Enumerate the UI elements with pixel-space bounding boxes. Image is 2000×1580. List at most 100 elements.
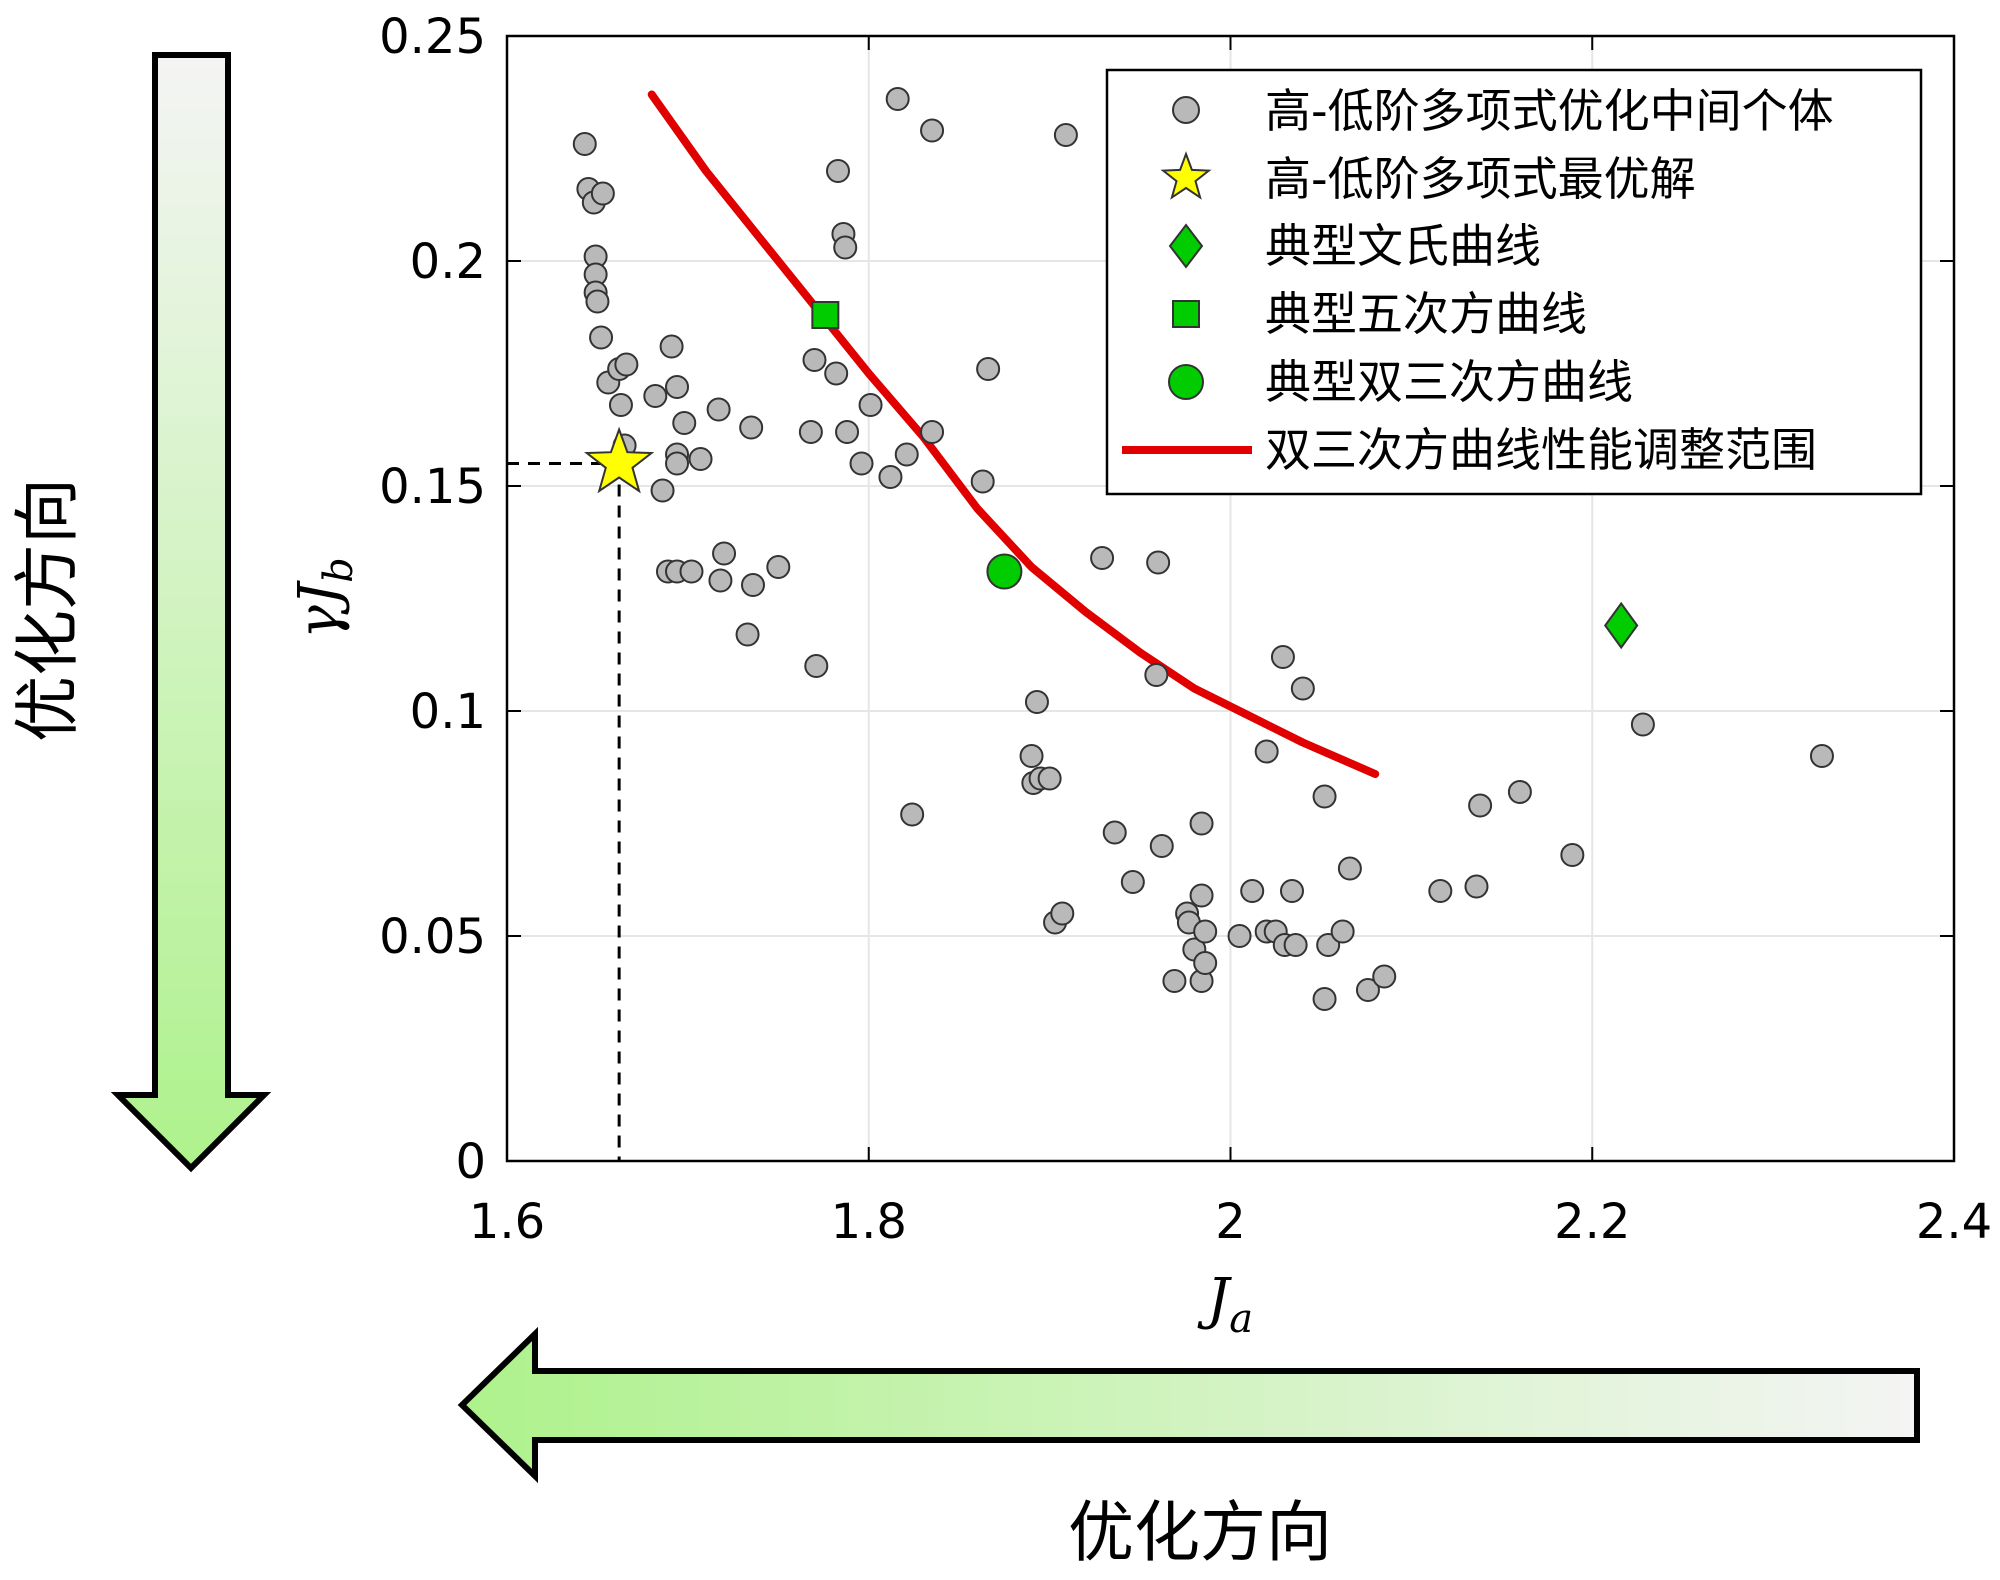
intermediate-individual-point bbox=[849, 451, 874, 476]
intermediate-individual-point bbox=[1428, 879, 1453, 903]
intermediate-individual-point bbox=[739, 415, 764, 440]
intermediate-individual-point bbox=[1019, 744, 1044, 768]
intermediate-individual-point bbox=[833, 235, 858, 260]
intermediate-individual-point bbox=[659, 334, 684, 359]
x-axis-label: Ja bbox=[1197, 1267, 1253, 1342]
optimal-solution-star bbox=[584, 426, 655, 494]
intermediate-individual-point bbox=[1053, 123, 1078, 147]
intermediate-individual-point bbox=[878, 465, 903, 489]
intermediate-individual-point bbox=[1162, 969, 1187, 993]
vertical-arrow-shape bbox=[110, 52, 272, 1173]
horizontal-arrow-label: 优化方向 bbox=[1068, 1494, 1332, 1571]
legend-label: 高-低阶多项式优化中间个体 bbox=[1265, 84, 1834, 138]
intermediate-individual-point bbox=[1227, 924, 1252, 948]
intermediate-individual-point bbox=[1355, 978, 1380, 1002]
intermediate-individual-point bbox=[1337, 856, 1362, 881]
quintic-curve-square bbox=[811, 301, 840, 329]
intermediate-individual-point bbox=[1630, 712, 1655, 737]
intermediate-individual-point bbox=[835, 420, 860, 444]
legend: 高-低阶多项式优化中间个体 高-低阶多项式最优解 典型文氏曲线 典型五次方曲线 … bbox=[1105, 68, 1923, 496]
intermediate-individual-point bbox=[1193, 951, 1218, 975]
intermediate-individual-point bbox=[614, 352, 639, 377]
intermediate-individual-point bbox=[735, 622, 760, 647]
intermediate-individual-point bbox=[1050, 901, 1075, 926]
y-axis-label: γJb bbox=[287, 557, 362, 639]
intermediate-individual-point bbox=[1146, 550, 1171, 575]
legend-label: 双三次方曲线性能调整范围 bbox=[1265, 423, 1817, 477]
points-layer bbox=[572, 87, 1834, 1011]
performance-range-curve bbox=[647, 90, 1380, 778]
intermediate-individual-point bbox=[1464, 874, 1489, 899]
intermediate-individual-point bbox=[1102, 820, 1127, 845]
intermediate-individual-point bbox=[712, 541, 737, 566]
x-tick-label: 1.6 bbox=[469, 1194, 545, 1250]
intermediate-individual-point bbox=[1024, 690, 1049, 714]
intermediate-individual-point bbox=[826, 159, 851, 183]
intermediate-individual-point bbox=[858, 393, 883, 417]
intermediate-individual-point bbox=[643, 384, 668, 408]
intermediate-individual-point bbox=[665, 451, 690, 476]
intermediate-individual-point bbox=[1312, 784, 1337, 809]
intermediate-individual-point bbox=[1290, 676, 1315, 701]
ticks bbox=[506, 35, 1955, 1162]
intermediate-individual-point bbox=[708, 568, 733, 593]
intermediate-individual-point bbox=[1240, 879, 1265, 903]
intermediate-individual-point bbox=[1090, 546, 1115, 570]
x-tick-label: 2.4 bbox=[1916, 1194, 1992, 1250]
curve-layer bbox=[647, 90, 1380, 778]
legend-label: 高-低阶多项式最优解 bbox=[1265, 152, 1696, 206]
intermediate-individual-point bbox=[679, 559, 704, 584]
intermediate-individual-point bbox=[1560, 843, 1585, 867]
y-tick-label: 0.2 bbox=[410, 234, 486, 290]
intermediate-individual-point bbox=[970, 469, 995, 494]
legend-label: 典型双三次方曲线 bbox=[1265, 355, 1633, 409]
intermediate-individual-point bbox=[572, 132, 597, 156]
intermediate-individual-point bbox=[824, 361, 849, 386]
legend-entry: 双三次方曲线性能调整范围 bbox=[1122, 423, 1817, 477]
intermediate-individual-point bbox=[894, 442, 919, 467]
intermediate-individual-point bbox=[1149, 834, 1174, 858]
intermediate-individual-point bbox=[1283, 933, 1308, 957]
legend-label: 典型文氏曲线 bbox=[1265, 219, 1541, 273]
y-tick-label: 0 bbox=[455, 1134, 486, 1190]
intermediate-individual-point bbox=[1037, 766, 1062, 791]
y-axis-label-sub: b bbox=[316, 557, 362, 583]
legend-entry: 高-低阶多项式优化中间个体 bbox=[1172, 84, 1834, 138]
y-tick-label: 0.15 bbox=[379, 459, 486, 515]
intermediate-individual-point bbox=[900, 802, 925, 827]
vertical-direction-arrow: 优化方向 bbox=[9, 52, 272, 1173]
intermediate-individual-point bbox=[804, 654, 829, 678]
tick-labels: 1.6 1.8 2 2.2 2.4 0 0.05 0.1 0.15 0.2 0.25 bbox=[379, 9, 1992, 1250]
intermediate-individual-point bbox=[706, 397, 731, 422]
intermediate-individual-point bbox=[1316, 933, 1341, 957]
intermediate-individual-point bbox=[1372, 964, 1397, 989]
intermediate-individual-point bbox=[740, 573, 765, 597]
intermediate-individual-point bbox=[920, 118, 945, 143]
intermediate-individual-point bbox=[672, 411, 697, 435]
intermediate-individual-point bbox=[885, 87, 910, 111]
intermediate-individual-point bbox=[1809, 744, 1834, 768]
legend-marker-diamond bbox=[1168, 223, 1204, 269]
intermediate-individual-point bbox=[1144, 663, 1169, 687]
horizontal-direction-arrow: 优化方向 bbox=[457, 1326, 1920, 1571]
legend-marker-green-circle bbox=[1168, 364, 1204, 400]
y-tick-label: 0.05 bbox=[379, 909, 486, 965]
horizontal-arrow-shape bbox=[457, 1326, 1920, 1484]
intermediate-individual-point bbox=[665, 375, 690, 399]
x-tick-label: 2 bbox=[1215, 1194, 1246, 1250]
intermediate-individual-point bbox=[920, 420, 945, 444]
intermediate-individual-point bbox=[1507, 780, 1532, 804]
intermediate-individual-point bbox=[1270, 645, 1295, 669]
intermediate-individual-point bbox=[1254, 739, 1279, 764]
y-tick-label: 0.25 bbox=[379, 9, 486, 65]
intermediate-individual-point bbox=[766, 555, 791, 579]
intermediate-individual-point bbox=[976, 357, 1001, 381]
legend-entry: 典型双三次方曲线 bbox=[1168, 355, 1633, 409]
intermediate-individual-point bbox=[589, 325, 614, 350]
x-tick-label: 2.2 bbox=[1554, 1194, 1630, 1250]
legend-box bbox=[1105, 68, 1923, 496]
intermediate-individual-point bbox=[585, 289, 610, 314]
legend-label: 典型五次方曲线 bbox=[1265, 287, 1587, 341]
y-tick-label: 0.1 bbox=[410, 684, 486, 740]
